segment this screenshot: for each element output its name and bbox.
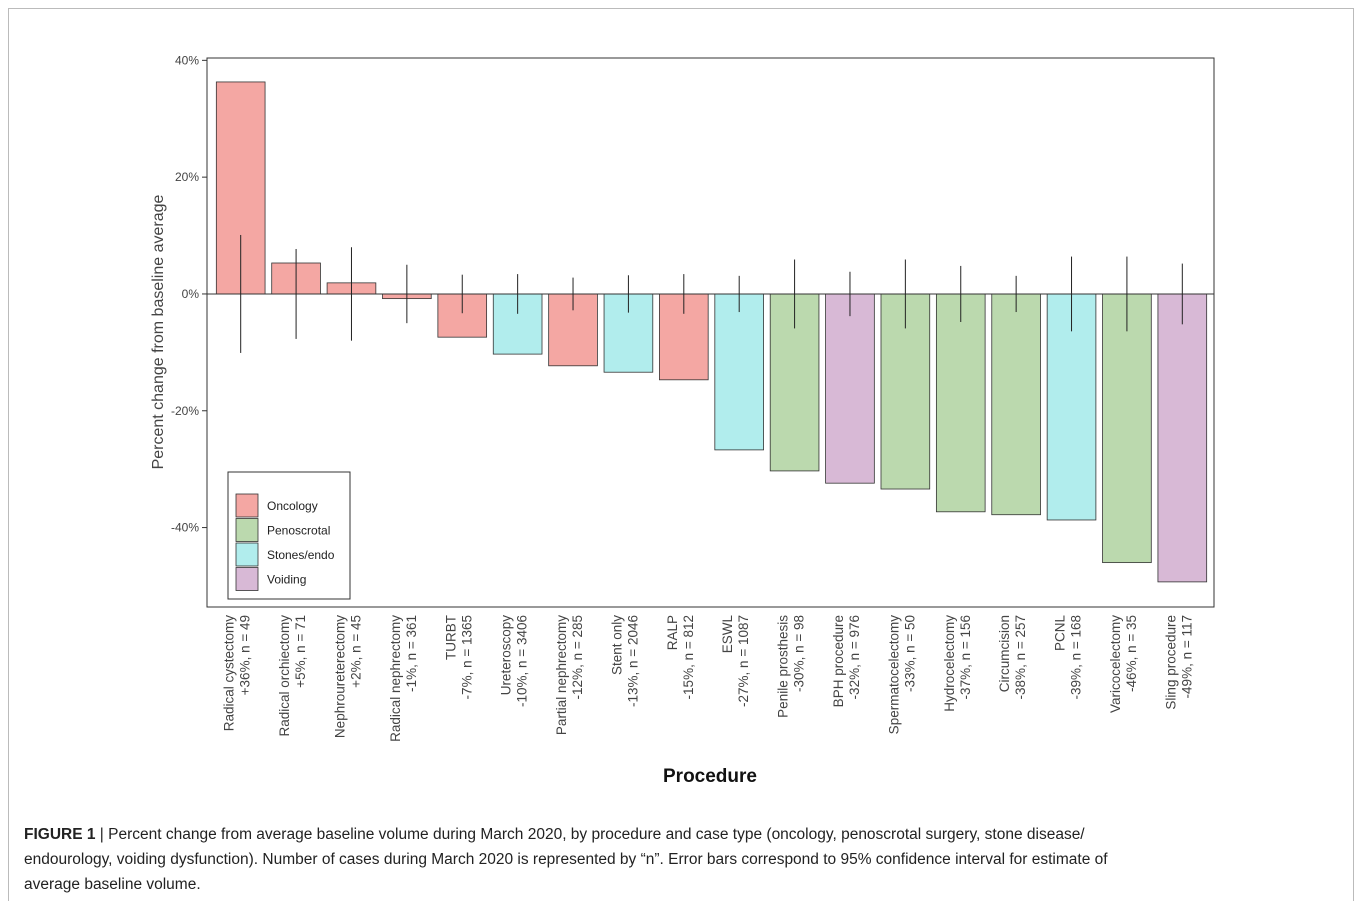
y-axis-title: Percent change from baseline average [150, 194, 167, 469]
y-tick-label: -20% [171, 404, 199, 418]
bar [935, 293, 986, 513]
x-tick-label: -15%, n = 812 [681, 615, 696, 699]
x-tick-label: RALP [665, 615, 680, 650]
legend-swatch [235, 542, 259, 567]
x-tick-label: -38%, n = 257 [1013, 615, 1028, 699]
y-tick-label: 20% [175, 170, 199, 184]
x-tick-label: -46%, n = 35 [1124, 615, 1139, 692]
x-tick-label: Circumcision [997, 615, 1012, 692]
x-tick-label: -49%, n = 117 [1179, 615, 1194, 698]
x-tick-label: -37%, n = 156 [958, 615, 973, 699]
bar [1157, 293, 1208, 583]
figure-frame [8, 8, 1354, 906]
bar [1046, 293, 1097, 521]
x-tick-label: Hydrocelectomy [942, 615, 957, 712]
y-tick-label: 0% [182, 287, 200, 301]
bar [714, 293, 764, 451]
x-tick-label: -30%, n = 98 [792, 615, 807, 692]
x-tick-label: -12%, n = 285 [570, 615, 585, 699]
x-tick-label: -13%, n = 2046 [625, 615, 640, 707]
x-tick-label: PCNL [1053, 615, 1068, 652]
x-tick-label: Stent only [609, 615, 624, 675]
legend-label: Voiding [267, 573, 306, 587]
bar [991, 293, 1041, 516]
x-tick-label: -1%, n = 361 [404, 615, 419, 692]
x-tick-label: -7%, n = 1365 [459, 615, 474, 699]
x-tick-label: +36%, n = 49 [238, 615, 253, 695]
legend-label: Stones/endo [267, 548, 335, 562]
x-tick-label: Sling procedure [1163, 615, 1178, 710]
plot-panel [206, 57, 1215, 608]
x-tick-label: Nephroureterectomy [332, 615, 347, 738]
x-tick-label: ESWL [720, 615, 735, 654]
x-axis-title: Procedure [663, 766, 757, 787]
x-tick-label: Radical orchiectomy [277, 615, 292, 737]
x-tick-label: BPH procedure [831, 615, 846, 707]
bar [825, 293, 875, 484]
legend-label: Penoscrotal [267, 524, 330, 538]
legend: Oncology Penoscrotal Stones/endo Voiding [227, 471, 351, 600]
caption-text: | Percent change from average baseline v… [95, 826, 1085, 843]
caption-label: FIGURE 1 [24, 826, 96, 843]
x-tick-label: Spermatocelectomy [886, 615, 901, 735]
legend-swatch [235, 493, 259, 518]
caption-line: FIGURE 1 | Percent change from average b… [24, 826, 1085, 843]
y-tick-label: -40% [171, 521, 199, 535]
y-tick-label: 40% [175, 53, 199, 67]
x-tick-label: Ureteroscopy [499, 615, 514, 696]
bar [1102, 293, 1152, 564]
x-tick-label: TURBT [443, 615, 458, 660]
x-tick-label: Partial nephrectomy [554, 615, 569, 735]
x-tick-label: -33%, n = 50 [902, 615, 917, 692]
caption-line: average baseline volume. [24, 876, 201, 893]
x-tick-label: +5%, n = 71 [293, 615, 308, 688]
x-tick-label: -32%, n = 976 [847, 615, 862, 699]
x-tick-label: -39%, n = 168 [1069, 615, 1084, 699]
x-tick-label: Radical nephrectomy [388, 615, 403, 742]
legend-swatch [235, 518, 259, 542]
x-tick-label: Radical cystectomy [222, 615, 237, 732]
legend-swatch [235, 567, 259, 591]
legend-label: Oncology [267, 499, 318, 513]
x-tick-label: -27%, n = 1087 [736, 615, 751, 707]
x-tick-label: -10%, n = 3406 [515, 615, 530, 707]
x-tick-label: +2%, n = 45 [348, 615, 363, 688]
x-tick-label: Varicocelectomy [1108, 615, 1123, 713]
x-tick-label: Penile prosthesis [776, 615, 791, 718]
caption-line: endourology, voiding dysfunction). Numbe… [24, 851, 1108, 868]
